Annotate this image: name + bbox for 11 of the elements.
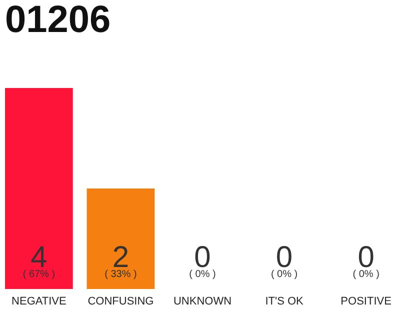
x-tick-label: CONFUSING <box>88 296 154 308</box>
annotation: ( 67% ) <box>22 269 56 280</box>
x-tick-label: NEGATIVE <box>12 296 66 308</box>
chart-title: 01206 <box>5 0 111 41</box>
x-tick-label: IT'S OK <box>265 296 304 308</box>
x-tick-label: POSITIVE <box>340 296 392 308</box>
annotation: ( 0% ) <box>352 269 380 280</box>
annotation: ( 0% ) <box>189 269 216 280</box>
annotation: ( 33% ) <box>104 269 137 280</box>
annotation: ( 0% ) <box>270 269 298 280</box>
x-tick-label: UNKNOWN <box>173 296 232 308</box>
